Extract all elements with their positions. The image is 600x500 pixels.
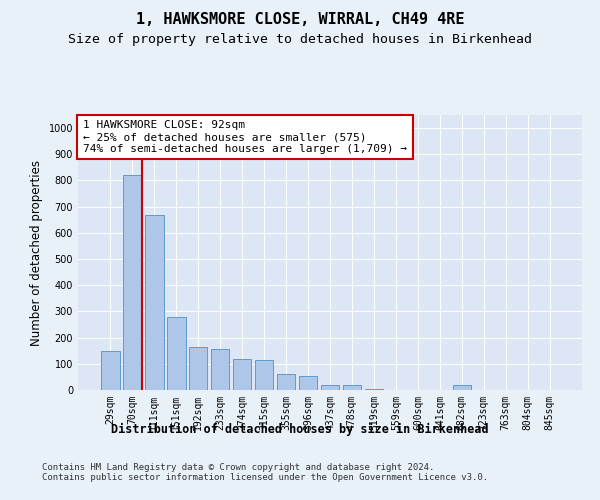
Bar (343, 386, 361, 390)
Text: 1, HAWKSMORE CLOSE, WIRRAL, CH49 4RE: 1, HAWKSMORE CLOSE, WIRRAL, CH49 4RE (136, 12, 464, 28)
Text: Distribution of detached houses by size in Birkenhead: Distribution of detached houses by size … (111, 422, 489, 436)
Bar (320, 385, 340, 390)
Bar (255, 360, 274, 390)
Y-axis label: Number of detached properties: Number of detached properties (30, 160, 43, 346)
Bar (189, 347, 208, 390)
Bar (123, 175, 142, 390)
Bar (101, 351, 119, 390)
Bar (452, 386, 471, 390)
Bar (167, 316, 185, 390)
Bar (299, 376, 317, 390)
Bar (277, 374, 295, 390)
Bar (211, 350, 229, 390)
Bar (365, 388, 383, 390)
Bar (233, 358, 251, 390)
Text: 1 HAWKSMORE CLOSE: 92sqm
← 25% of detached houses are smaller (575)
74% of semi-: 1 HAWKSMORE CLOSE: 92sqm ← 25% of detach… (83, 120, 407, 154)
Text: Size of property relative to detached houses in Birkenhead: Size of property relative to detached ho… (68, 32, 532, 46)
Text: Contains HM Land Registry data © Crown copyright and database right 2024.
Contai: Contains HM Land Registry data © Crown c… (42, 462, 488, 482)
Bar (145, 214, 164, 390)
